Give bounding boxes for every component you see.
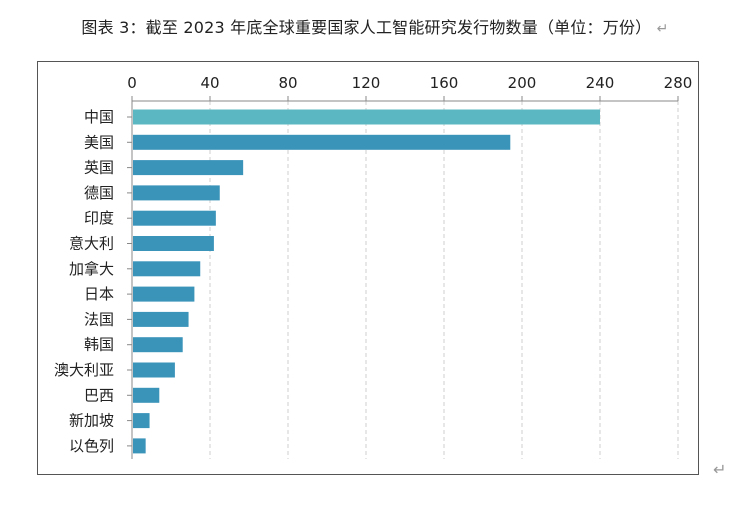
category-label: 加拿大 [69, 260, 114, 278]
bar [133, 362, 175, 378]
bar [133, 134, 511, 150]
x-tick-label: 0 [127, 74, 137, 92]
return-mark-icon: ↵ [713, 460, 727, 479]
bar [133, 438, 146, 454]
category-label: 日本 [84, 285, 114, 303]
x-tick-label: 240 [586, 74, 615, 92]
bar [133, 286, 195, 302]
chart-title: 图表 3：截至 2023 年底全球重要国家人工智能研究发行物数量（单位：万份） … [0, 14, 750, 38]
category-label: 澳大利亚 [54, 361, 114, 379]
category-label: 意大利 [69, 235, 114, 253]
bar-chart: 0 40 80 120 160 200 240 280 中国美国英国德国印度意大利加拿大日本法国… [54, 74, 693, 459]
x-tick-label: 160 [430, 74, 459, 92]
x-tick-label: 40 [200, 74, 219, 92]
bar [133, 311, 189, 327]
category-label: 美国 [84, 133, 114, 151]
bar [133, 160, 244, 176]
category-label: 德国 [84, 184, 114, 202]
category-label: 以色列 [69, 437, 114, 455]
category-label: 巴西 [84, 386, 114, 404]
category-label: 中国 [84, 108, 114, 126]
bar [133, 210, 216, 226]
return-mark-icon: ↵ [656, 21, 669, 37]
bar [133, 185, 220, 201]
bar [133, 236, 214, 251]
bar [133, 109, 600, 125]
x-tick-label: 280 [664, 74, 693, 92]
category-label: 法国 [84, 310, 114, 328]
category-label: 英国 [84, 159, 114, 177]
category-label: 新加坡 [69, 412, 114, 430]
category-label: 印度 [84, 209, 114, 227]
category-label: 韩国 [84, 336, 114, 354]
x-tick-label: 120 [352, 74, 381, 92]
x-tick-label: 80 [278, 74, 297, 92]
chart-title-text: 图表 3：截至 2023 年底全球重要国家人工智能研究发行物数量（单位：万份） [81, 18, 652, 37]
x-tick-label: 200 [508, 74, 537, 92]
bar [133, 261, 201, 277]
chart-frame: 0 40 80 120 160 200 240 280 中国美国英国德国印度意大利加拿大日本法国… [37, 61, 699, 475]
bar [133, 337, 183, 353]
bar [133, 387, 160, 403]
bar [133, 413, 150, 429]
